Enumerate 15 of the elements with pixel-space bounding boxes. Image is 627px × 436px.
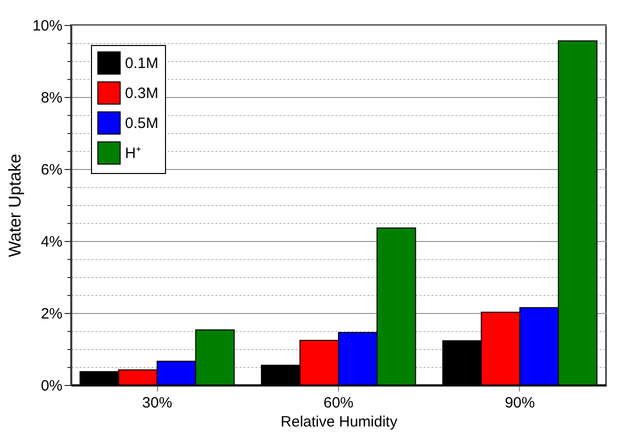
y-tick-label: 2% [40, 306, 62, 322]
y-tick-label: 10% [32, 18, 62, 34]
x-axis-title: Relative Humidity [280, 414, 398, 430]
y-tick-label: 6% [40, 162, 62, 178]
x-tick-label: 30% [142, 394, 172, 412]
y-tick-label: 4% [40, 234, 62, 250]
y-tick-label: 0% [40, 378, 62, 394]
legend-label: 0.3M [125, 85, 158, 102]
y-axis-title: Water Uptake [5, 154, 24, 258]
x-tick-label: 60% [323, 394, 354, 412]
x-tick-label: 90% [504, 394, 535, 412]
legend-label: H⁺ [125, 145, 141, 162]
legend-label: 0.5M [125, 115, 158, 132]
y-tick-label: 8% [40, 90, 62, 106]
legend-label: 0.1M [125, 55, 158, 72]
